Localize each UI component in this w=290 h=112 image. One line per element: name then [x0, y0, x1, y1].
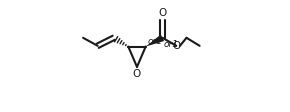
Text: O: O [158, 8, 166, 18]
Text: O: O [172, 41, 180, 51]
Polygon shape [146, 35, 164, 46]
Text: or1: or1 [148, 37, 163, 46]
Text: O: O [133, 69, 141, 79]
Text: or1: or1 [164, 40, 179, 49]
